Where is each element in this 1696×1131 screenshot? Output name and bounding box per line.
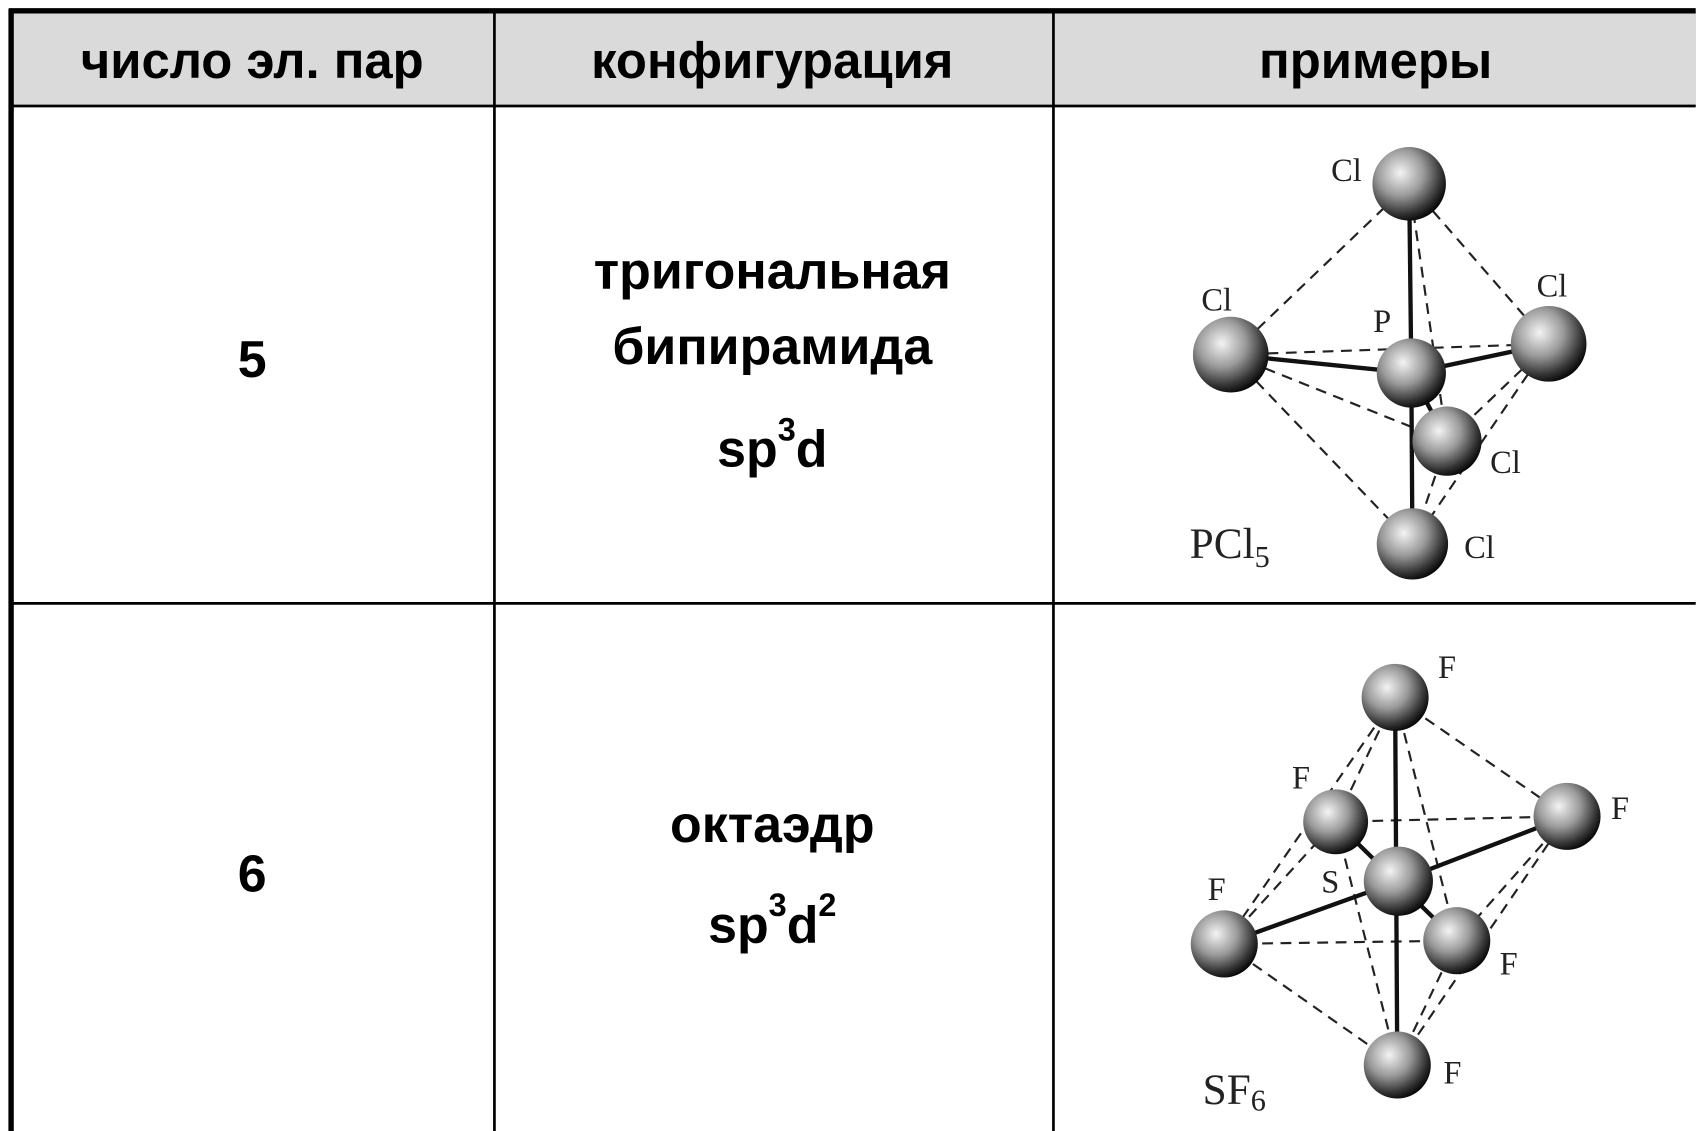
atom-label: F xyxy=(1438,650,1456,686)
superscript: 3 xyxy=(778,411,796,447)
header-background xyxy=(11,10,1696,106)
atom-label: S xyxy=(1321,864,1339,900)
superscript: 3 xyxy=(769,887,787,923)
formula: PCl5 xyxy=(1190,520,1270,574)
hybridization-part: sp xyxy=(708,895,769,953)
configuration-line: октаэдр xyxy=(670,795,875,853)
table-grid xyxy=(8,8,1696,1131)
atom-label: F xyxy=(1443,1056,1461,1092)
pcl5-diagram: Cl Cl Cl P Cl Cl PCl5 xyxy=(1190,147,1587,580)
pairs-cell: 5 xyxy=(238,330,267,388)
hybridization: sp3d2 xyxy=(708,887,836,953)
atom-label: Cl xyxy=(1464,530,1495,566)
atom-label: Cl xyxy=(1331,153,1362,189)
header-cell: число эл. пар xyxy=(81,32,424,89)
hybridization: sp3d xyxy=(717,411,827,477)
sf6-diagram: F F F S F F F SF6 xyxy=(1190,650,1629,1118)
atom-label: Cl xyxy=(1201,283,1232,319)
atom-label: F xyxy=(1611,791,1629,827)
atom-label: Cl xyxy=(1490,445,1521,481)
header-cell: конфигурация xyxy=(591,32,953,89)
atom-label: F xyxy=(1208,872,1226,908)
configuration-line: тригональная xyxy=(594,241,951,299)
header-cell: примеры xyxy=(1259,32,1492,89)
atom-label: Cl xyxy=(1537,269,1568,305)
superscript: 2 xyxy=(818,887,836,923)
atom-label: F xyxy=(1500,946,1518,982)
hybridization-part: sp xyxy=(717,420,778,478)
formula-part: SF xyxy=(1203,1066,1251,1114)
subscript: 6 xyxy=(1251,1084,1266,1118)
formula: SF6 xyxy=(1203,1066,1266,1118)
atom-label: F xyxy=(1292,761,1310,797)
formula-part: PCl xyxy=(1190,520,1255,568)
pairs-cell: 6 xyxy=(238,845,267,903)
atom-label: P xyxy=(1373,304,1391,340)
hybridization-part: d xyxy=(787,895,819,953)
configuration-line: бипирамида xyxy=(612,317,933,375)
hybridization-part: d xyxy=(796,420,828,478)
subscript: 5 xyxy=(1255,540,1270,574)
